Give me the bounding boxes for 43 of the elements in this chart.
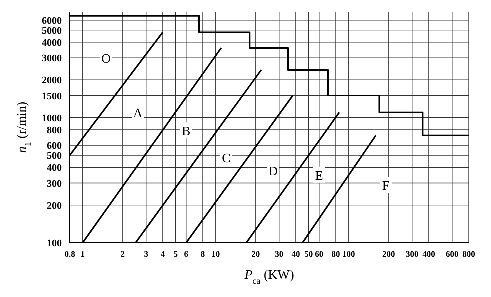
- x-tick-label: 800: [462, 249, 476, 260]
- x-tick-label: 80: [332, 249, 340, 260]
- y-tick-label: 6000: [42, 16, 62, 27]
- x-tick-label: 100: [342, 249, 356, 260]
- y-tick-label: 3000: [42, 54, 62, 65]
- x-tick-label: 2: [120, 249, 126, 260]
- x-tick-label: 1: [80, 249, 86, 260]
- x-tick-label: 400: [422, 249, 436, 260]
- y-tick-label: 300: [47, 178, 62, 190]
- y-tick-label: 4000: [42, 38, 62, 49]
- y-tick-label: 500: [47, 151, 62, 162]
- x-tick-label: 4: [160, 249, 166, 260]
- annotation: E: [315, 168, 324, 183]
- x-axis-title: P$_{ca}$ (KW): [244, 267, 294, 286]
- x-tick-label: 200: [382, 249, 396, 260]
- y-tick-label: 200: [47, 200, 62, 212]
- x-tick-label: 0.8: [64, 249, 76, 260]
- x-tick-label: 6: [184, 249, 189, 260]
- y-tick-label: 400: [47, 163, 62, 174]
- y-tick-label: 2000: [42, 76, 62, 87]
- annotation: A: [133, 106, 144, 121]
- x-tick-label: 30: [275, 249, 284, 260]
- x-tick-label: 40: [292, 249, 300, 260]
- y-tick-label: 600: [47, 141, 62, 152]
- x-tick-label: 3: [144, 249, 148, 260]
- x-tick-label: 8: [200, 249, 206, 260]
- y-tick-label: 800: [47, 125, 62, 136]
- annotation: F: [382, 178, 390, 194]
- x-tick-label: 300: [406, 249, 419, 260]
- y-tick-label: 100: [47, 238, 62, 250]
- x-tick-label: 20: [252, 249, 260, 260]
- x-tick-label: 50: [304, 249, 314, 260]
- y-tick-label: 1000: [42, 113, 62, 124]
- x-tick-label: 10: [212, 249, 220, 260]
- y-tick-label: 5000: [42, 26, 62, 37]
- x-tick-label: 60: [315, 249, 324, 260]
- annotation: O: [102, 51, 112, 66]
- y-tick-label: 1500: [42, 91, 62, 102]
- x-tick-label: 5: [174, 249, 178, 260]
- annotation: B: [182, 124, 192, 139]
- x-tick-label: 600: [446, 249, 459, 260]
- annotation: D: [268, 163, 278, 178]
- annotation: C: [222, 150, 231, 166]
